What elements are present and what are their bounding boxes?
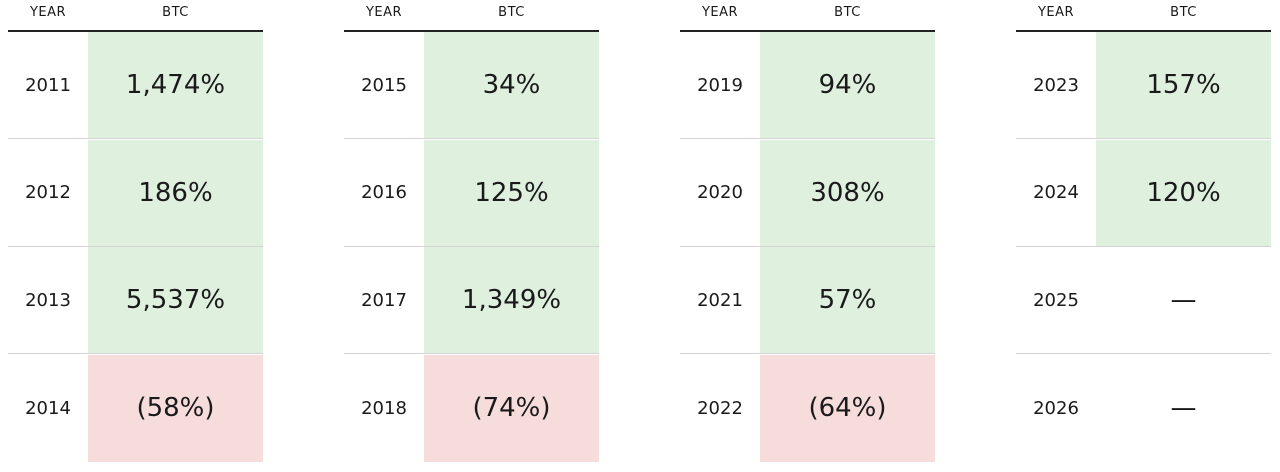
year-cell: 2015 (361, 74, 407, 96)
table-row: 2026 — (1016, 355, 1271, 462)
year-cell: 2018 (361, 397, 407, 419)
returns-table: YEAR BTC 2015 34% 2016 125% 2017 1,349% 2018 (74%… (344, 0, 599, 462)
column-header: BTC (1170, 5, 1197, 20)
year-cell: 2013 (25, 289, 71, 311)
return-cell: (74%) (424, 354, 599, 462)
return-cell: 57% (760, 247, 935, 353)
returns-table: YEAR BTC 2019 94% 2020 308% 2021 57% 2022 (64%) (680, 0, 935, 462)
table-row: 2014 (58%) (8, 354, 263, 462)
column-header: YEAR (365, 5, 403, 20)
table-header: YEAR BTC (344, 0, 599, 32)
return-cell: 34% (424, 32, 599, 138)
return-cell: (64%) (760, 354, 935, 462)
year-cell: 2012 (25, 182, 71, 203)
return-cell: 186% (88, 139, 263, 246)
column-header: YEAR (29, 5, 67, 20)
table-row: 2024 120% (1016, 139, 1271, 247)
year-cell: 2011 (25, 74, 71, 96)
table-row: 2018 (74%) (344, 354, 599, 462)
return-cell: 157% (1096, 32, 1271, 138)
table-row: 2013 5,537% (8, 247, 263, 354)
table-row: 2016 125% (344, 139, 599, 247)
year-cell: 2025 (1033, 289, 1079, 311)
year-cell: 2019 (697, 74, 743, 96)
return-cell: 308% (760, 139, 935, 246)
return-cell: 125% (424, 139, 599, 246)
returns-table: YEAR BTC 2023 157% 2024 120% 2025 — 2026 — (1016, 0, 1271, 462)
return-cell: 1,474% (88, 32, 263, 138)
table-row: 2023 157% (1016, 32, 1271, 139)
returns-table: YEAR BTC 2011 1,474% 2012 186% 2013 5,537% 2014 (… (8, 0, 263, 462)
table-row: 2019 94% (680, 32, 935, 139)
table-row: 2021 57% (680, 247, 935, 354)
table-row: 2012 186% (8, 139, 263, 247)
year-cell: 2016 (361, 182, 407, 203)
table-row: 2015 34% (344, 32, 599, 139)
year-cell: 2023 (1033, 74, 1079, 96)
year-cell: 2021 (697, 289, 743, 311)
table-header: YEAR BTC (1016, 0, 1271, 32)
return-cell: — (1170, 393, 1197, 423)
year-cell: 2014 (25, 397, 71, 419)
return-cell: 5,537% (88, 247, 263, 353)
column-header: BTC (162, 5, 189, 20)
table-row: 2022 (64%) (680, 354, 935, 462)
column-header: YEAR (701, 5, 739, 20)
column-header: YEAR (1037, 5, 1075, 20)
column-header: BTC (834, 5, 861, 20)
table-row: 2020 308% (680, 139, 935, 247)
return-cell: 1,349% (424, 247, 599, 353)
return-cell: (58%) (88, 354, 263, 462)
table-row: 2011 1,474% (8, 32, 263, 139)
return-cell: — (1170, 285, 1197, 315)
year-cell: 2024 (1033, 182, 1079, 203)
year-cell: 2026 (1033, 397, 1079, 419)
year-cell: 2017 (361, 289, 407, 311)
column-header: BTC (498, 5, 525, 20)
table-header: YEAR BTC (680, 0, 935, 32)
return-cell: 120% (1096, 139, 1271, 246)
table-row: 2017 1,349% (344, 247, 599, 354)
return-cell: 94% (760, 32, 935, 138)
year-cell: 2020 (697, 182, 743, 203)
table-row: 2025 — (1016, 247, 1271, 354)
table-header: YEAR BTC (8, 0, 263, 32)
year-cell: 2022 (697, 397, 743, 419)
